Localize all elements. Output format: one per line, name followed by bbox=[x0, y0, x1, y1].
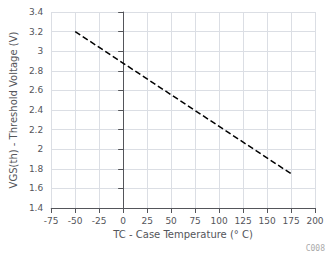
svg-text:175: 175 bbox=[282, 216, 299, 226]
svg-text:1.4: 1.4 bbox=[29, 203, 44, 213]
svg-text:100: 100 bbox=[210, 216, 227, 226]
svg-text:3: 3 bbox=[37, 46, 43, 56]
svg-text:1.6: 1.6 bbox=[29, 183, 44, 193]
svg-text:25: 25 bbox=[141, 216, 152, 226]
svg-text:3.2: 3.2 bbox=[29, 27, 43, 37]
svg-text:75: 75 bbox=[189, 216, 200, 226]
svg-text:-75: -75 bbox=[44, 216, 59, 226]
svg-text:2.4: 2.4 bbox=[29, 105, 44, 115]
svg-text:TC - Case Temperature (° C): TC - Case Temperature (° C) bbox=[112, 229, 253, 240]
svg-text:2.8: 2.8 bbox=[29, 66, 44, 76]
svg-text:125: 125 bbox=[234, 216, 251, 226]
svg-text:0: 0 bbox=[120, 216, 126, 226]
svg-text:-50: -50 bbox=[68, 216, 83, 226]
svg-text:-25: -25 bbox=[92, 216, 107, 226]
svg-text:200: 200 bbox=[306, 216, 323, 226]
svg-text:2.2: 2.2 bbox=[29, 125, 43, 135]
svg-text:2: 2 bbox=[37, 144, 43, 154]
svg-text:VGS(th) - Threshold Voltage (V: VGS(th) - Threshold Voltage (V) bbox=[8, 32, 19, 189]
svg-text:2.6: 2.6 bbox=[29, 85, 44, 95]
svg-text:50: 50 bbox=[165, 216, 177, 226]
svg-text:150: 150 bbox=[258, 216, 275, 226]
svg-text:C008: C008 bbox=[306, 244, 325, 253]
svg-text:3.4: 3.4 bbox=[29, 7, 44, 17]
svg-text:1.8: 1.8 bbox=[29, 164, 44, 174]
